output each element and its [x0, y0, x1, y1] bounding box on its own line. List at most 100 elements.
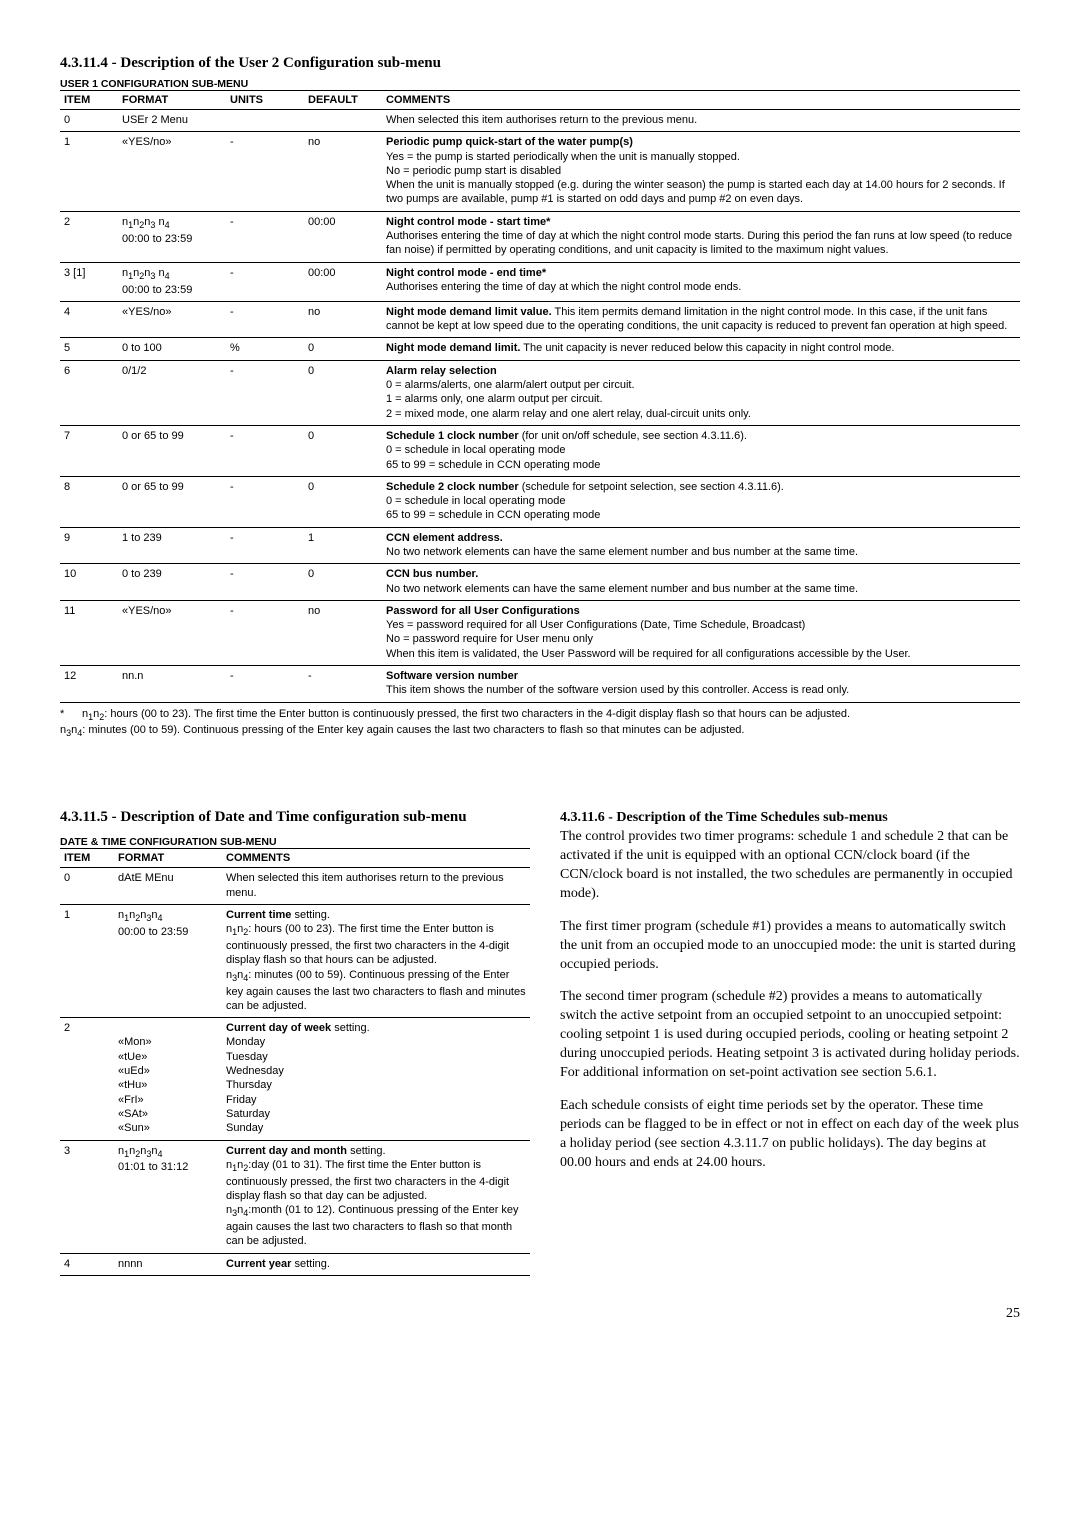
cell-format: 0/1/2: [118, 360, 226, 425]
table-row: 0dAtE MEnuWhen selected this item author…: [60, 868, 530, 905]
table-row: 4nnnnCurrent year setting.: [60, 1253, 530, 1275]
cell-format: USEr 2 Menu: [118, 110, 226, 132]
cell-format: «YES/no»: [118, 132, 226, 211]
cell-comment: Night control mode - end time*Authorises…: [382, 262, 1020, 301]
th-format: FORMAT: [118, 91, 226, 110]
cell-comment: Schedule 1 clock number (for unit on/off…: [382, 425, 1020, 476]
table-row: 1n1n2n3n400:00 to 23:59Current time sett…: [60, 904, 530, 1017]
cell-comment: When selected this item authorises retur…: [382, 110, 1020, 132]
cell-units: -: [226, 132, 304, 211]
table-row: 2«Mon»«tUe»«uEd»«tHu»«FrI»«SAt»«Sun»Curr…: [60, 1018, 530, 1140]
cell-comment: Current year setting.: [222, 1253, 530, 1275]
cell-item: 3: [60, 1140, 114, 1253]
table-row: 50 to 100%0Night mode demand limit. The …: [60, 338, 1020, 360]
cell-units: [226, 110, 304, 132]
cell-default: 0: [304, 425, 382, 476]
table-row: 0USEr 2 Menu When selected this item auth…: [60, 110, 1020, 132]
cell-default: 0: [304, 338, 382, 360]
table-row: 60/1/2-0Alarm relay selection0 = alarms/…: [60, 360, 1020, 425]
table-row: 100 to 239-0CCN bus number.No two networ…: [60, 564, 1020, 601]
th-item: ITEM: [60, 849, 114, 868]
section-title-user2: 4.3.11.4 - Description of the User 2 Con…: [60, 55, 1020, 72]
cell-default: 00:00: [304, 262, 382, 301]
table-row: 70 or 65 to 99-0Schedule 1 clock number …: [60, 425, 1020, 476]
cell-format: n1n2n3 n400:00 to 23:59: [118, 211, 226, 262]
cell-default: 0: [304, 476, 382, 527]
cell-default: 0: [304, 360, 382, 425]
cell-comment: Password for all User ConfigurationsYes …: [382, 600, 1020, 665]
cell-default: -: [304, 666, 382, 703]
cell-units: -: [226, 262, 304, 301]
cell-comment: When selected this item authorises retur…: [222, 868, 530, 905]
cell-units: %: [226, 338, 304, 360]
cell-item: 0: [60, 110, 118, 132]
datetime-config-table: ITEM FORMAT COMMENTS 0dAtE MEnuWhen sele…: [60, 848, 530, 1276]
page-number: 25: [60, 1306, 1020, 1322]
cell-default: no: [304, 600, 382, 665]
cell-item: 8: [60, 476, 118, 527]
cell-item: 6: [60, 360, 118, 425]
cell-default: no: [304, 132, 382, 211]
cell-comment: CCN bus number.No two network elements c…: [382, 564, 1020, 601]
cell-units: -: [226, 476, 304, 527]
cell-comment: CCN element address.No two network eleme…: [382, 527, 1020, 564]
table-row: 80 or 65 to 99-0Schedule 2 clock number …: [60, 476, 1020, 527]
cell-comment: Current time setting.n1n2: hours (00 to …: [222, 904, 530, 1017]
body-p2: The first timer program (schedule #1) pr…: [560, 918, 1020, 975]
cell-units: -: [226, 211, 304, 262]
table-row: 2n1n2n3 n400:00 to 23:59-00:00Night cont…: [60, 211, 1020, 262]
th-comments: COMMENTS: [382, 91, 1020, 110]
cell-default: 00:00: [304, 211, 382, 262]
cell-units: -: [226, 301, 304, 338]
cell-item: 1: [60, 132, 118, 211]
cell-format: «Mon»«tUe»«uEd»«tHu»«FrI»«SAt»«Sun»: [114, 1018, 222, 1140]
cell-format: «YES/no»: [118, 600, 226, 665]
cell-item: 2: [60, 1018, 114, 1140]
cell-item: 12: [60, 666, 118, 703]
table-row: 1«YES/no»-noPeriodic pump quick-start of…: [60, 132, 1020, 211]
table-row: 3n1n2n3n401:01 to 31:12Current day and m…: [60, 1140, 530, 1253]
cell-comment: Software version numberThis item shows t…: [382, 666, 1020, 703]
th-units: UNITS: [226, 91, 304, 110]
cell-units: -: [226, 425, 304, 476]
cell-comment: Night mode demand limit. The unit capaci…: [382, 338, 1020, 360]
table-header-row: ITEM FORMAT COMMENTS: [60, 849, 530, 868]
cell-units: -: [226, 600, 304, 665]
body-p3: The second timer program (schedule #2) p…: [560, 988, 1020, 1082]
cell-comment: Night mode demand limit value. This item…: [382, 301, 1020, 338]
cell-item: 1: [60, 904, 114, 1017]
table-header-row: ITEM FORMAT UNITS DEFAULT COMMENTS: [60, 91, 1020, 110]
footnote: *n1n2: hours (00 to 23). The first time …: [60, 707, 1020, 740]
table-row: 11«YES/no»-noPassword for all User Confi…: [60, 600, 1020, 665]
cell-comment: Current day of week setting.MondayTuesda…: [222, 1018, 530, 1140]
cell-format: n1n2n3n401:01 to 31:12: [114, 1140, 222, 1253]
cell-item: 4: [60, 1253, 114, 1275]
cell-item: 0: [60, 868, 114, 905]
cell-format: dAtE MEnu: [114, 868, 222, 905]
body-p4: Each schedule consists of eight time per…: [560, 1097, 1020, 1173]
cell-item: 7: [60, 425, 118, 476]
cell-comment: Periodic pump quick-start of the water p…: [382, 132, 1020, 211]
th-item: ITEM: [60, 91, 118, 110]
table-row: 12nn.n--Software version numberThis item…: [60, 666, 1020, 703]
cell-format: 0 or 65 to 99: [118, 476, 226, 527]
section-title-schedules: 4.3.11.6 - Description of the Time Sched…: [560, 810, 888, 825]
cell-format: 1 to 239: [118, 527, 226, 564]
cell-default: no: [304, 301, 382, 338]
cell-units: -: [226, 527, 304, 564]
cell-item: 11: [60, 600, 118, 665]
th-default: DEFAULT: [304, 91, 382, 110]
cell-units: -: [226, 360, 304, 425]
body-p1: The control provides two timer programs:…: [560, 829, 1013, 901]
table-row: 3 [1]n1n2n3 n400:00 to 23:59-00:00Night …: [60, 262, 1020, 301]
cell-format: n1n2n3n400:00 to 23:59: [114, 904, 222, 1017]
cell-comment: Night control mode - start time*Authoris…: [382, 211, 1020, 262]
cell-comment: Current day and month setting.n1n2:day (…: [222, 1140, 530, 1253]
cell-format: 0 to 239: [118, 564, 226, 601]
cell-default: 0: [304, 564, 382, 601]
cell-format: «YES/no»: [118, 301, 226, 338]
cell-item: 9: [60, 527, 118, 564]
cell-item: 2: [60, 211, 118, 262]
cell-units: -: [226, 564, 304, 601]
cell-units: -: [226, 666, 304, 703]
